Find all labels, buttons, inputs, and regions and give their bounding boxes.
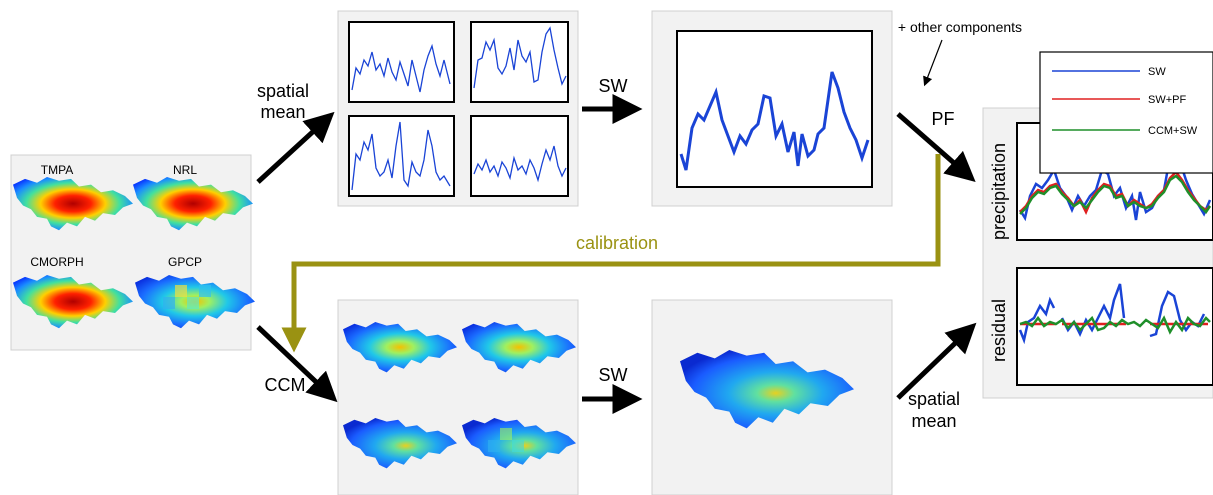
- ccm-map-icon-4: [462, 418, 576, 469]
- timeseries-sparkline-icon-3: [351, 121, 451, 191]
- legend-label-sw: SW: [1148, 66, 1166, 78]
- other-components-arrow: [923, 39, 943, 87]
- pf-label: PF: [931, 109, 954, 129]
- calibration-path: [281, 154, 941, 353]
- resid-series-ccmsw: [1019, 315, 1211, 335]
- precipitation-axis-label: precipitation: [989, 143, 1009, 240]
- arrow-to-spatial-mean: [256, 111, 335, 184]
- arrow-to-output-bottom: [896, 322, 977, 400]
- product-label-gpcp: GPCP: [168, 255, 202, 269]
- spatial-mean-bottom-line2: mean: [911, 411, 956, 431]
- sw-label-top: SW: [599, 76, 628, 96]
- timeseries-box-2: [470, 21, 569, 103]
- timeseries-box-4: [470, 115, 569, 197]
- legend-label-swpf: SW+PF: [1148, 94, 1186, 106]
- sw-map-panel: [651, 299, 893, 495]
- timeseries-sparkline-icon-1: [351, 43, 451, 93]
- precip-series-ccmsw: [1019, 174, 1212, 215]
- calibration-label: calibration: [576, 233, 658, 253]
- resid-series-sw-1: [1018, 296, 1056, 345]
- arrow-to-output-top: [896, 112, 976, 182]
- legend: SW SW+PF CCM+SW: [1039, 51, 1213, 174]
- spatial-mean-bottom-line1: spatial: [908, 389, 960, 409]
- residual-axis-label: residual: [989, 299, 1009, 362]
- arrow-to-ccm: [256, 325, 338, 403]
- gpcp-map-icon: [135, 275, 255, 329]
- product-label-tmpa: TMPA: [41, 163, 73, 177]
- sw-label-bottom: SW: [599, 365, 628, 385]
- product-label-nrl: NRL: [173, 163, 197, 177]
- product-label-cmorph: CMORPH: [30, 255, 83, 269]
- timeseries-sparkline-icon-4: [473, 145, 567, 183]
- timeseries-box-3: [348, 115, 455, 197]
- sw-timeseries-sparkline-icon: [679, 71, 870, 171]
- timeseries-box-1: [348, 21, 455, 103]
- spatial-mean-label-line1: spatial: [257, 81, 309, 101]
- ccm-label: CCM: [265, 375, 306, 395]
- other-components-label: + other components: [898, 19, 1022, 35]
- timeseries-sparkline-icon-2: [473, 26, 567, 89]
- legend-label-ccmsw: CCM+SW: [1148, 125, 1198, 137]
- spatial-mean-label-line2: mean: [260, 102, 305, 122]
